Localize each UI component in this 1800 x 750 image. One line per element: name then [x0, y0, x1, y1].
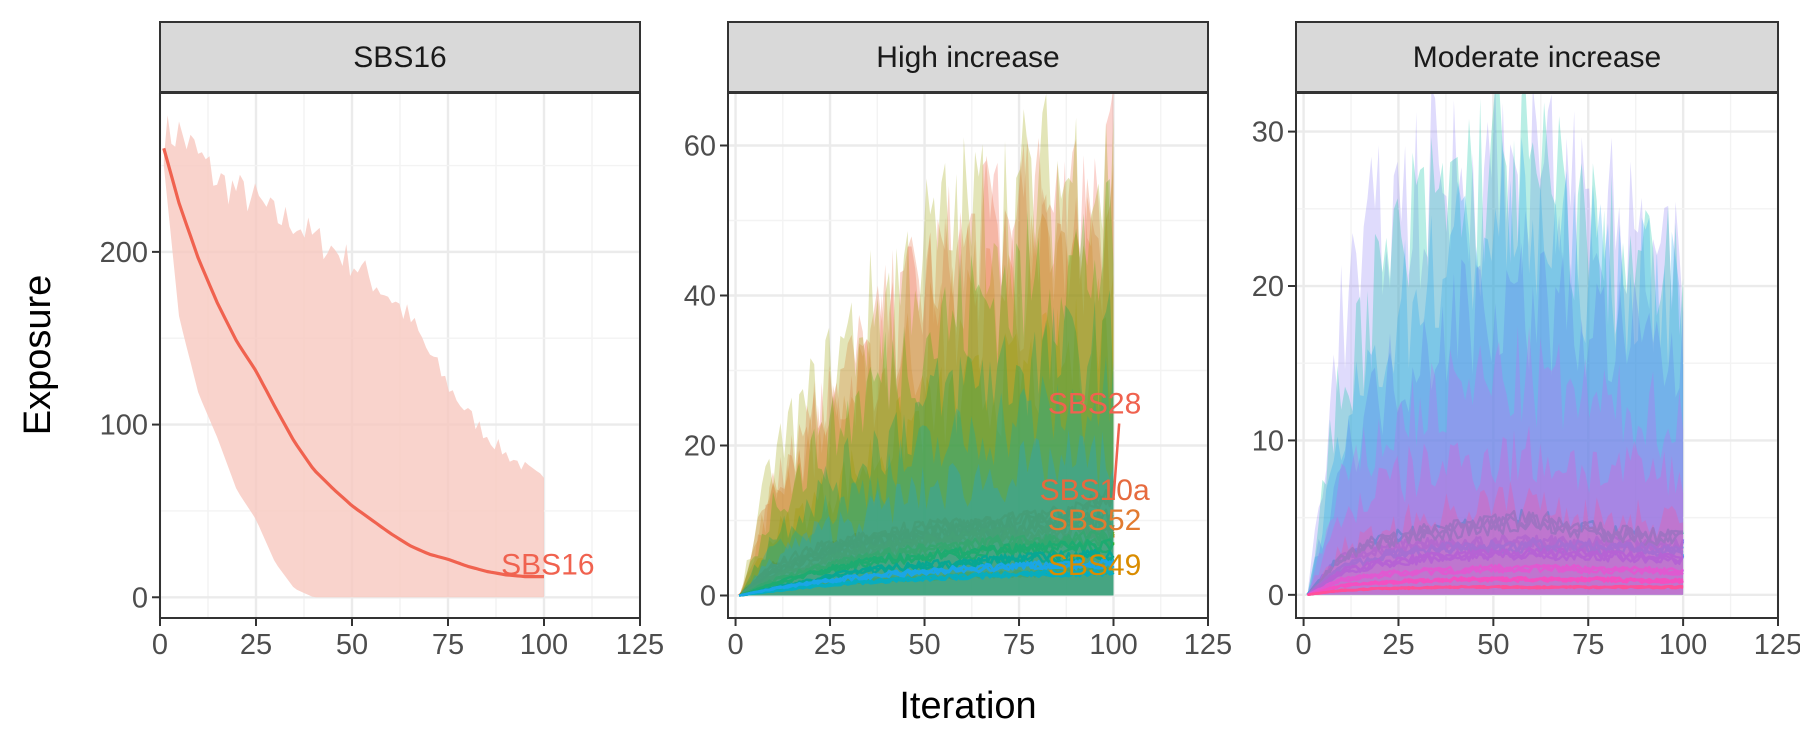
ribbon [739, 93, 1114, 596]
panel-title: High increase [876, 41, 1059, 74]
ribbon [1307, 93, 1684, 595]
series-line [739, 568, 1114, 597]
series-1-7 [739, 356, 1115, 597]
x-tick-label: 0 [727, 629, 743, 661]
x-tick-label: 25 [814, 629, 846, 661]
x-tick-label: 0 [152, 629, 168, 661]
y-tick-label: 40 [684, 281, 716, 313]
ribbon [1307, 325, 1684, 595]
y-tick-label: 100 [100, 410, 148, 442]
x-tick-label: 75 [1003, 629, 1035, 661]
ribbon [1307, 93, 1684, 595]
axis-ticks: 0 25 50 75 100 125 0 20 40 60 [684, 131, 1232, 662]
series-layer [162, 115, 545, 598]
series-line [1306, 563, 1684, 596]
x-tick-label: 50 [1477, 629, 1509, 661]
series-line [162, 147, 544, 579]
ribbon [1307, 137, 1684, 595]
y-tick-label: 20 [1252, 271, 1284, 303]
panel-strip [727, 21, 1209, 93]
label-leader [1112, 423, 1121, 499]
x-tick-label: 125 [1754, 629, 1800, 661]
x-tick-label: 125 [616, 629, 664, 661]
panel-border [1295, 92, 1779, 619]
x-tick-label: 50 [908, 629, 940, 661]
x-tick-label: 100 [1089, 629, 1137, 661]
series-line [738, 539, 1115, 597]
y-tick-label: 0 [1268, 580, 1284, 612]
y-axis-title: Exposure [17, 275, 59, 436]
ribbon [739, 298, 1114, 596]
series-2-5 [1307, 425, 1684, 596]
x-tick-label: 125 [1184, 629, 1232, 661]
ribbon [739, 179, 1114, 596]
series-1-5 [738, 179, 1115, 597]
panel-strip [159, 21, 641, 93]
panel-title: SBS16 [353, 41, 446, 74]
axis-ticks: 0 25 50 75 100 125 0 10 20 30 [1252, 117, 1800, 661]
series-line [1306, 508, 1684, 596]
y-tick-label: 200 [100, 237, 148, 269]
y-tick-label: 60 [684, 131, 716, 163]
panel-border [727, 92, 1209, 619]
ribbon [739, 193, 1114, 596]
x-tick-label: 0 [1296, 629, 1312, 661]
ribbon [739, 356, 1114, 596]
ribbon [1307, 480, 1684, 595]
series-label-sbs10a: SBS10a [1040, 474, 1150, 507]
axis-ticks: 0 25 50 75 100 125 0 100 200 [100, 237, 665, 661]
x-axis-title: Iteration [899, 685, 1036, 727]
series-layer [1306, 93, 1685, 596]
series-label-sbs16: SBS16 [501, 549, 594, 582]
panel-sbs16: SBS16 0 25 50 75 100 125 0 100 200 SBS16 [100, 21, 665, 661]
series-2-6 [1307, 480, 1684, 596]
series-2-1 [1306, 93, 1684, 596]
panel-title: Moderate increase [1413, 41, 1661, 74]
x-tick-label: 75 [432, 629, 464, 661]
x-tick-label: 75 [1572, 629, 1604, 661]
series-2-3 [1306, 242, 1685, 596]
series-sbs16 [162, 115, 545, 598]
y-tick-label: 10 [1252, 425, 1284, 457]
series-line [739, 558, 1114, 597]
panel-border [159, 92, 641, 619]
gridlines [1296, 93, 1780, 618]
series-label-sbs28: SBS28 [1048, 388, 1141, 421]
panel-moderate-increase: Moderate increase 0 25 50 75 100 125 0 10 20 30 [1252, 21, 1800, 661]
x-tick-label: 100 [520, 629, 568, 661]
series-2-4 [1306, 325, 1685, 596]
series-line [1307, 576, 1684, 596]
y-tick-label: 20 [684, 431, 716, 463]
series-layer [738, 93, 1115, 597]
x-tick-label: 25 [1382, 629, 1414, 661]
y-tick-label: 0 [132, 582, 148, 614]
series-line [1307, 584, 1684, 596]
series-label-sbs52: SBS52 [1048, 504, 1141, 537]
series-line [1306, 547, 1685, 596]
ribbon [1307, 242, 1684, 595]
x-tick-label: 50 [336, 629, 368, 661]
ribbon [739, 136, 1114, 596]
ribbon [1307, 425, 1684, 595]
y-tick-label: 0 [700, 581, 716, 613]
x-tick-label: 25 [240, 629, 272, 661]
ribbon [739, 290, 1114, 596]
series-label-sbs49: SBS49 [1048, 549, 1141, 582]
y-tick-label: 30 [1252, 117, 1284, 149]
ribbon [163, 115, 545, 598]
ribbon [739, 429, 1114, 596]
series-line [739, 549, 1114, 597]
series-line [738, 530, 1114, 597]
ribbon [739, 93, 1114, 596]
series-1-8 [739, 429, 1115, 597]
x-tick-label: 100 [1659, 629, 1707, 661]
panel-high-increase: High increase 0 25 50 75 100 125 0 20 40 60 SBS28 SB… [684, 21, 1232, 662]
